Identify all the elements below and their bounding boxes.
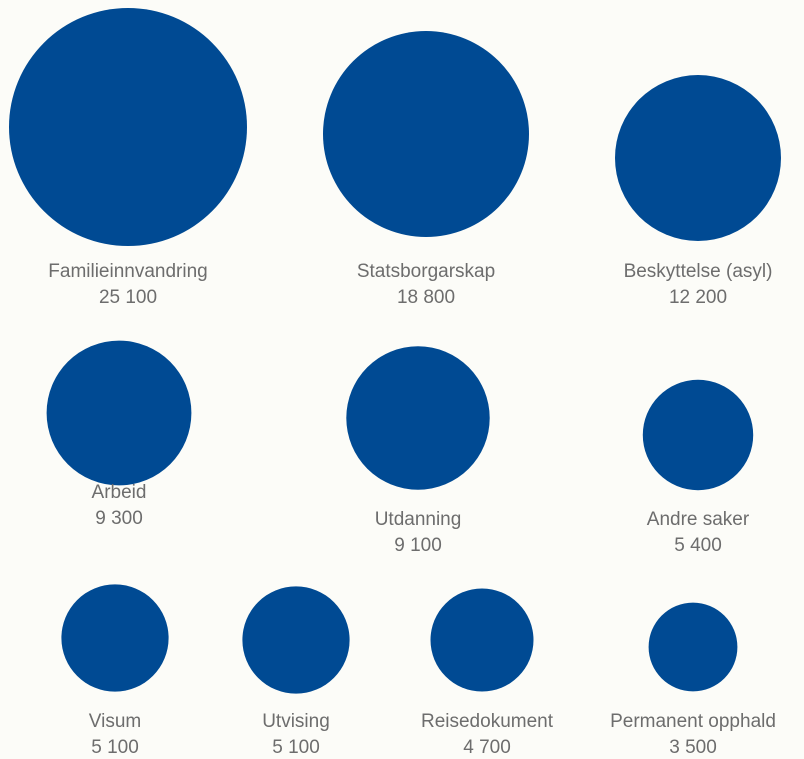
bubble-value: 3 500 xyxy=(669,737,717,758)
bubble xyxy=(615,75,781,241)
bubble-value: 9 300 xyxy=(95,508,143,529)
bubble-label: Beskyttelse (asyl) xyxy=(624,261,773,282)
bubble-value: 18 800 xyxy=(397,287,455,308)
bubble xyxy=(46,340,192,486)
bubble-value: 12 200 xyxy=(669,287,727,308)
bubble-value: 5 100 xyxy=(272,737,320,758)
bubble xyxy=(430,588,534,692)
bubble-label: Visum xyxy=(89,711,141,732)
bubble-value: 4 700 xyxy=(463,737,511,758)
bubble-label: Arbeid xyxy=(92,482,147,503)
bubble xyxy=(648,602,738,692)
bubble xyxy=(323,31,529,237)
bubble xyxy=(346,346,490,490)
bubble-value: 9 100 xyxy=(394,535,442,556)
bubble-label: Utdanning xyxy=(375,509,462,530)
bubble xyxy=(242,586,350,694)
bubble xyxy=(642,379,754,491)
bubble-label: Utvising xyxy=(262,711,330,732)
bubble-value: 5 400 xyxy=(674,535,722,556)
bubble-value: 25 100 xyxy=(99,287,157,308)
bubble xyxy=(61,584,169,692)
bubble-label: Statsborgarskap xyxy=(357,261,495,282)
bubble-value: 5 100 xyxy=(91,737,139,758)
bubble-label: Permanent opphald xyxy=(610,711,776,732)
bubble-label: Familieinnvandring xyxy=(48,261,207,282)
bubble-label: Reisedokument xyxy=(421,711,554,732)
bubble-label: Andre saker xyxy=(647,509,750,530)
bubble xyxy=(9,8,247,246)
